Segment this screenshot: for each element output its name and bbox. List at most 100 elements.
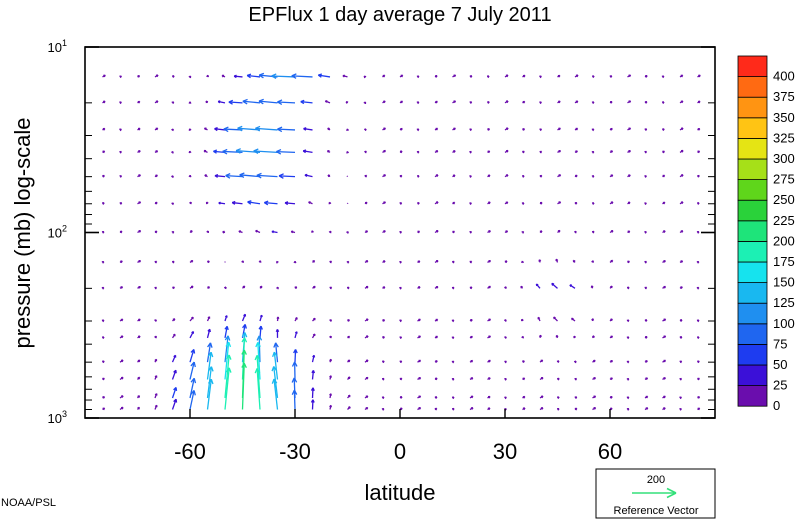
y-axis-title: pressure (mb) log-scale — [10, 117, 35, 348]
flux-vector — [487, 318, 491, 322]
flux-vector — [697, 360, 700, 364]
flux-vector — [679, 230, 684, 234]
flux-vector — [452, 174, 456, 178]
flux-vector — [154, 100, 159, 104]
flux-vector — [327, 127, 331, 131]
flux-vector — [312, 285, 316, 289]
flux-vector — [504, 396, 507, 400]
flux-vector — [101, 260, 105, 264]
flux-vector — [539, 230, 543, 234]
flux-vector — [592, 377, 596, 381]
flux-vector — [171, 333, 176, 339]
flux-vector — [662, 230, 666, 234]
flux-vector — [137, 174, 141, 178]
colorbar-label: 300 — [773, 151, 795, 166]
flux-vector — [679, 286, 683, 290]
flux-vector — [399, 286, 402, 290]
flux-vector — [520, 285, 524, 289]
flux-vector — [469, 128, 473, 132]
flux-vector — [434, 318, 439, 322]
flux-vector — [311, 354, 316, 363]
flux-vector — [504, 100, 509, 104]
flux-vector — [399, 174, 403, 178]
flux-vector — [539, 174, 543, 178]
flux-vector — [557, 377, 560, 381]
flux-vector — [697, 150, 701, 154]
flux-vector — [102, 377, 105, 381]
flux-vector — [382, 127, 386, 131]
flux-vector — [119, 335, 124, 339]
flux-vector — [206, 351, 214, 380]
flux-vector — [573, 360, 577, 364]
flux-vector — [592, 395, 597, 399]
flux-vector — [347, 319, 350, 322]
flux-vector — [452, 100, 457, 104]
flux-vector — [189, 201, 192, 205]
reference-value: 200 — [647, 474, 665, 486]
flux-vector — [504, 286, 507, 289]
flux-vector — [592, 359, 596, 363]
flux-vector — [553, 316, 558, 322]
flux-vector — [171, 150, 174, 154]
flux-vector — [487, 150, 491, 154]
flux-vector — [662, 201, 666, 205]
flux-vector — [189, 230, 193, 234]
flux-vector — [416, 75, 420, 79]
flux-vector — [119, 101, 122, 105]
flux-vector — [119, 376, 124, 381]
flux-vector — [206, 378, 214, 410]
flux-vector — [154, 404, 158, 410]
flux-vector — [241, 260, 244, 263]
colorbar-swatch — [737, 302, 768, 325]
flux-vector — [263, 200, 278, 206]
flux-vector — [284, 201, 296, 206]
y-tick-label: 102 — [48, 224, 67, 241]
flux-vector — [451, 336, 455, 340]
flux-vector — [382, 319, 386, 322]
flux-vector — [679, 360, 683, 364]
flux-vector — [188, 75, 192, 79]
flux-vector — [486, 75, 490, 79]
flux-vector — [469, 150, 472, 154]
flux-vector — [293, 260, 297, 264]
flux-vector — [627, 201, 631, 205]
flux-vector — [225, 173, 243, 179]
flux-vector — [119, 260, 123, 264]
flux-vector — [154, 230, 158, 234]
flux-vector — [218, 201, 226, 205]
colorbar-label: 100 — [773, 316, 795, 331]
flux-vector — [487, 359, 491, 363]
flux-vector — [504, 378, 507, 381]
flux-vector — [679, 127, 684, 131]
flux-vector — [382, 336, 385, 339]
flux-vector — [189, 330, 195, 339]
flux-vector — [551, 282, 558, 289]
flux-vector — [326, 150, 331, 153]
colorbar: 0 25 50 75 100 125 150 175 200 225 250 275 300 325 350… — [737, 55, 795, 413]
colorbar-label: 225 — [773, 213, 795, 228]
flux-vector — [644, 74, 648, 78]
flux-vector — [662, 359, 667, 363]
flux-vector — [364, 285, 369, 289]
flux-vector — [205, 100, 209, 104]
flux-vector — [522, 175, 525, 178]
flux-vector — [557, 174, 562, 178]
flux-vector — [609, 127, 613, 131]
flux-vector — [189, 316, 194, 322]
flux-vector — [347, 286, 350, 290]
flux-vector — [188, 101, 192, 104]
flux-vector — [538, 259, 542, 263]
flux-vector — [574, 150, 578, 154]
flux-vector — [272, 351, 279, 380]
flux-vector — [294, 331, 298, 339]
flux-vector — [231, 200, 243, 205]
flux-vector — [154, 150, 159, 153]
flux-vector — [364, 318, 369, 322]
flux-vector — [119, 230, 123, 234]
flux-vector — [697, 127, 701, 131]
flux-vector — [102, 407, 106, 411]
flux-vector — [679, 336, 683, 339]
flux-vector — [539, 395, 544, 399]
flux-vector — [137, 285, 141, 289]
flux-vector — [119, 75, 122, 79]
